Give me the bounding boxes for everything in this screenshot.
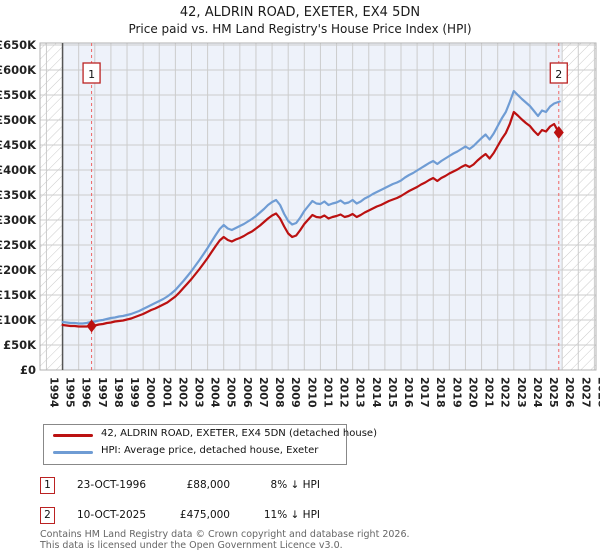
x-tick-label: 2020 — [466, 377, 479, 408]
x-tick-label: 2007 — [257, 377, 270, 408]
footer-line-2: This data is licensed under the Open Gov… — [40, 540, 343, 551]
x-tick-label: 2017 — [418, 377, 431, 408]
legend-row-property: 42, ALDRIN ROAD, EXETER, EX4 5DN (detach… — [44, 427, 377, 444]
y-tick-label: £350K — [0, 188, 37, 202]
x-tick-label: 2000 — [144, 377, 157, 408]
x-tick-label: 2026 — [563, 377, 576, 408]
y-tick-label: £200K — [0, 263, 37, 277]
x-tick-label: 2016 — [402, 377, 415, 408]
x-tick-label: 2027 — [579, 377, 592, 408]
data-region-background — [62, 43, 563, 370]
x-tick-label: 2009 — [289, 377, 302, 408]
sale-1-hpi-diff: 8% ↓ HPI — [270, 479, 320, 491]
x-tick-label: 2013 — [354, 377, 367, 408]
sale-2-diamond — [553, 126, 564, 139]
sale-row-1: 1 23-OCT-1996 £88,000 8% ↓ HPI — [40, 477, 360, 495]
x-tick-label: 2006 — [241, 377, 254, 408]
legend-row-hpi: HPI: Average price, detached house, Exet… — [44, 444, 346, 461]
y-tick-label: £150K — [0, 288, 37, 302]
y-tick-label: £50K — [3, 338, 37, 352]
sale-2-marker-number: 2 — [555, 68, 562, 81]
x-tick-label: 2022 — [499, 377, 512, 408]
x-tick-label: 1999 — [128, 377, 141, 408]
sale-2-date: 10-OCT-2025 — [77, 509, 146, 521]
x-tick-label: 2002 — [176, 377, 189, 408]
license-footer: Contains HM Land Registry data © Crown c… — [40, 529, 410, 551]
y-axis-labels: £0 £50K £100K £150K £200K £250K £300K £350K £400… — [0, 38, 37, 377]
y-tick-label: £550K — [0, 88, 37, 102]
sale-1-marker-box — [82, 62, 101, 84]
y-tick-label: £300K — [0, 213, 37, 227]
x-tick-label: 2012 — [338, 377, 351, 408]
x-tick-label: 2028 — [595, 377, 600, 408]
pre-data-hatch — [40, 43, 63, 370]
hpi-line — [61, 89, 561, 325]
y-tick-label: £600K — [0, 63, 37, 77]
no-data-hatch — [40, 43, 596, 370]
sale-2-number-badge: 2 — [40, 507, 55, 524]
footer-line-1: Contains HM Land Registry data © Crown c… — [40, 529, 410, 540]
x-tick-label: 2021 — [483, 377, 496, 408]
sale-row-2: 2 10-OCT-2025 £475,000 11% ↓ HPI — [40, 507, 360, 525]
plot-frame — [39, 42, 597, 371]
x-tick-label: 2001 — [160, 377, 173, 408]
x-axis-labels: 1994 1995 1996 1997 1998 1999 2000 2001 2002 2003… — [47, 377, 600, 408]
sale-1-price: £88,000 — [186, 479, 230, 491]
legend: 42, ALDRIN ROAD, EXETER, EX4 5DN (detach… — [43, 424, 377, 465]
page-title: 42, ALDRIN ROAD, EXETER, EX4 5DN — [179, 5, 421, 20]
page-subtitle: Price paid vs. HM Land Registry's House … — [128, 22, 472, 36]
sale-1-marker-number: 1 — [88, 68, 95, 81]
y-tick-label: £0 — [20, 363, 36, 377]
y-tick-label: £500K — [0, 113, 37, 127]
x-tick-label: 2019 — [450, 377, 463, 408]
x-tick-label: 2004 — [209, 377, 222, 408]
x-tick-label: 2015 — [386, 377, 399, 408]
sale-marker-lines — [91, 43, 560, 370]
legend-label-property: 42, ALDRIN ROAD, EXETER, EX4 5DN (detach… — [101, 428, 377, 439]
plot-background — [62, 43, 563, 370]
x-tick-label: 2023 — [515, 377, 528, 408]
x-tick-label: 1995 — [64, 377, 77, 408]
price-series — [61, 89, 561, 328]
sale-1-diamond — [86, 319, 97, 333]
x-tick-label: 2003 — [192, 377, 205, 408]
price-line — [61, 110, 560, 328]
x-tick-label: 2005 — [225, 377, 238, 408]
y-tick-label: £650K — [0, 38, 37, 52]
price-line-swatch — [53, 434, 93, 437]
x-tick-label: 2024 — [531, 377, 544, 408]
sale-2-marker-box — [549, 62, 568, 84]
x-tick-label: 2025 — [547, 377, 560, 408]
x-tick-label: 2014 — [370, 377, 383, 408]
y-tick-label: £450K — [0, 138, 37, 152]
post-data-hatch — [562, 43, 596, 370]
y-tick-label: £400K — [0, 163, 37, 177]
x-tick-label: 2018 — [434, 377, 447, 408]
y-tick-label: £100K — [0, 313, 37, 327]
x-tick-label: 2008 — [273, 377, 286, 408]
legend-label-hpi: HPI: Average price, detached house, Exet… — [101, 445, 319, 456]
sale-points — [86, 126, 564, 333]
x-tick-label: 1997 — [96, 377, 109, 408]
x-tick-label: 1994 — [47, 377, 60, 408]
x-tick-label: 1996 — [80, 377, 93, 408]
x-tick-label: 2011 — [321, 377, 334, 408]
plot-border — [39, 42, 597, 371]
sale-2-hpi-diff: 11% ↓ HPI — [263, 509, 320, 521]
x-tick-label: 2010 — [305, 377, 318, 408]
y-tick-label: £250K — [0, 238, 37, 252]
x-tick-label: 1998 — [112, 377, 125, 408]
sale-1-date: 23-OCT-1996 — [77, 479, 146, 491]
sale-1-number-badge: 1 — [40, 477, 55, 494]
sale-2-price: £475,000 — [179, 509, 230, 521]
hpi-line-swatch — [53, 451, 93, 454]
